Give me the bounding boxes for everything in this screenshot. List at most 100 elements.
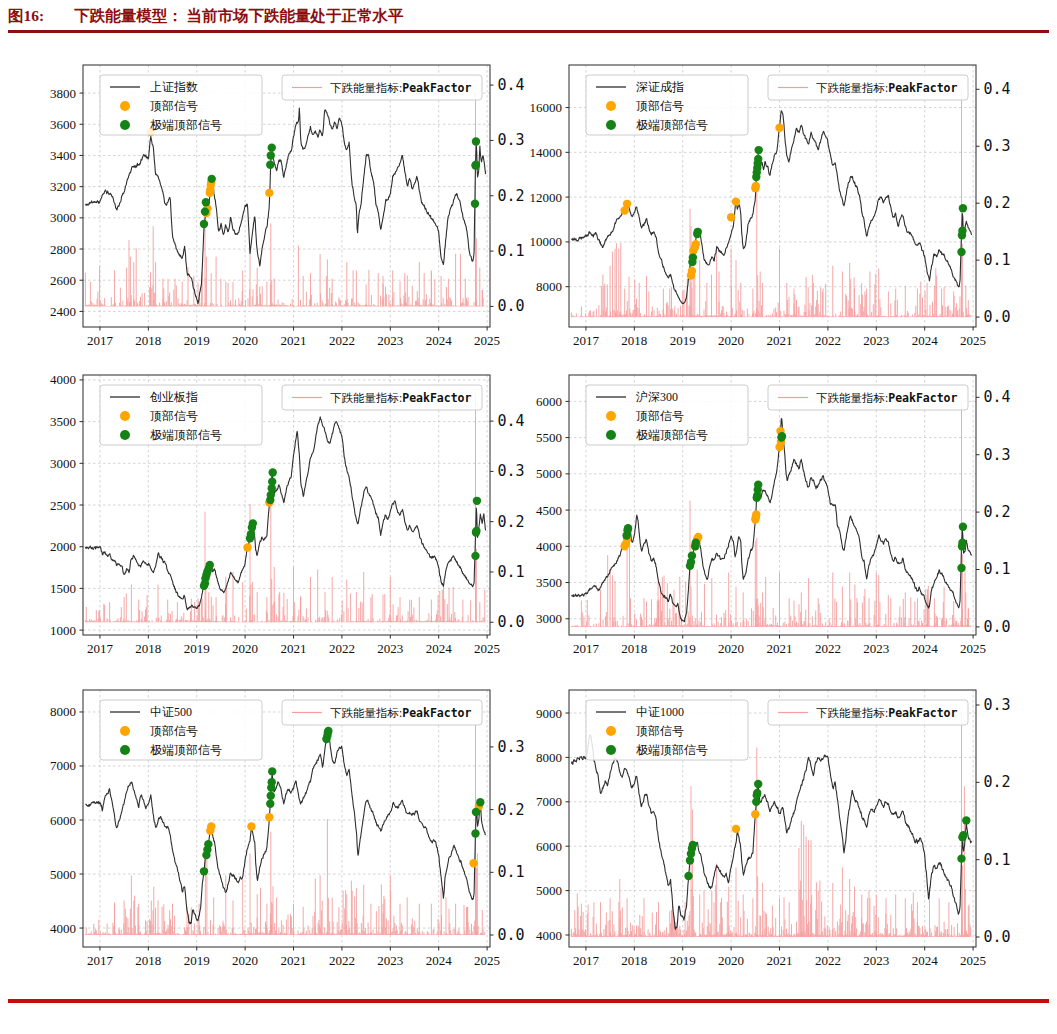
- svg-text:1500: 1500: [50, 581, 76, 596]
- svg-text:0.4: 0.4: [984, 80, 1011, 98]
- svg-text:下跌能量指标:PeakFactor: 下跌能量指标:PeakFactor: [330, 81, 472, 95]
- legend-left: 深证成指顶部信号极端顶部信号: [586, 75, 748, 135]
- svg-text:2025: 2025: [960, 641, 986, 656]
- svg-text:7000: 7000: [536, 794, 562, 809]
- svg-text:极端顶部信号: 极端顶部信号: [636, 118, 708, 132]
- chart-szcomp-svg: 8000100001200014000160002017201820192020…: [526, 60, 1031, 362]
- svg-text:创业板指: 创业板指: [149, 390, 198, 404]
- svg-text:极端顶部信号: 极端顶部信号: [150, 428, 222, 442]
- svg-text:0.2: 0.2: [984, 503, 1011, 521]
- svg-text:2023: 2023: [863, 641, 889, 656]
- svg-text:极端顶部信号: 极端顶部信号: [636, 743, 708, 757]
- svg-text:0.1: 0.1: [984, 851, 1011, 869]
- legend-left: 沪深300顶部信号极端顶部信号: [586, 385, 748, 445]
- chart-csi1000-svg: 4000500060007000800090002017201820192020…: [526, 685, 1031, 982]
- svg-text:5000: 5000: [536, 466, 562, 481]
- svg-text:3500: 3500: [536, 575, 562, 590]
- svg-text:2400: 2400: [50, 304, 76, 319]
- svg-text:3600: 3600: [50, 117, 76, 132]
- svg-text:0.1: 0.1: [984, 560, 1011, 578]
- svg-text:14000: 14000: [530, 145, 563, 160]
- svg-text:0.0: 0.0: [498, 297, 525, 315]
- svg-text:极端顶部信号: 极端顶部信号: [150, 118, 222, 132]
- legend-right: 下跌能量指标:PeakFactor: [282, 700, 482, 725]
- svg-text:2018: 2018: [135, 333, 161, 348]
- svg-text:2020: 2020: [232, 641, 258, 656]
- svg-text:2017: 2017: [573, 953, 600, 968]
- svg-text:2018: 2018: [135, 641, 161, 656]
- svg-text:2019: 2019: [670, 641, 696, 656]
- svg-text:4500: 4500: [536, 503, 562, 518]
- svg-text:4000: 4000: [536, 539, 562, 554]
- svg-text:0.3: 0.3: [984, 696, 1011, 714]
- svg-text:顶部信号: 顶部信号: [149, 409, 198, 423]
- svg-text:中证1000: 中证1000: [636, 705, 684, 719]
- svg-text:2022: 2022: [329, 641, 355, 656]
- svg-text:0.1: 0.1: [984, 251, 1011, 269]
- svg-text:0.2: 0.2: [498, 187, 525, 205]
- svg-text:2025: 2025: [474, 953, 500, 968]
- bottom-rule: [8, 999, 1049, 1003]
- svg-text:7000: 7000: [50, 758, 76, 773]
- svg-text:2018: 2018: [621, 641, 647, 656]
- chart-chinext: 1000150020002500300035004000201720182019…: [40, 370, 545, 674]
- svg-text:2024: 2024: [426, 641, 453, 656]
- svg-text:下跌能量指标:PeakFactor: 下跌能量指标:PeakFactor: [816, 391, 958, 405]
- svg-text:2017: 2017: [87, 333, 114, 348]
- svg-text:中证500: 中证500: [150, 705, 192, 719]
- top-rule: [8, 30, 1049, 33]
- svg-text:2020: 2020: [718, 641, 744, 656]
- svg-text:0.0: 0.0: [984, 928, 1011, 946]
- svg-text:2017: 2017: [573, 641, 600, 656]
- svg-text:极端顶部信号: 极端顶部信号: [636, 428, 708, 442]
- svg-text:顶部信号: 顶部信号: [149, 724, 198, 738]
- svg-text:2024: 2024: [912, 641, 939, 656]
- svg-text:0.4: 0.4: [498, 76, 525, 94]
- svg-text:8000: 8000: [50, 704, 76, 719]
- svg-text:2025: 2025: [474, 333, 500, 348]
- figure-caption: 图16:下跌能量模型： 当前市场下跌能量处于正常水平: [8, 6, 404, 27]
- svg-text:0.2: 0.2: [984, 773, 1011, 791]
- svg-text:2017: 2017: [573, 333, 600, 348]
- svg-text:2020: 2020: [718, 333, 744, 348]
- chart-csi500-svg: 4000500060007000800020172018201920202021…: [40, 685, 545, 982]
- svg-text:0.1: 0.1: [498, 563, 525, 581]
- svg-text:0.0: 0.0: [498, 613, 525, 631]
- svg-text:1000: 1000: [50, 623, 76, 638]
- svg-text:3000: 3000: [50, 210, 76, 225]
- legend-right: 下跌能量指标:PeakFactor: [768, 700, 968, 725]
- svg-text:2600: 2600: [50, 273, 76, 288]
- svg-text:2020: 2020: [232, 953, 258, 968]
- svg-text:2017: 2017: [87, 641, 114, 656]
- svg-text:2022: 2022: [815, 641, 841, 656]
- legend-left: 上证指数顶部信号极端顶部信号: [100, 75, 262, 135]
- svg-text:2021: 2021: [281, 333, 307, 348]
- legend-right: 下跌能量指标:PeakFactor: [768, 75, 968, 100]
- svg-text:0.0: 0.0: [984, 618, 1011, 636]
- svg-text:0.3: 0.3: [498, 131, 525, 149]
- svg-text:2020: 2020: [718, 953, 744, 968]
- svg-text:2023: 2023: [863, 333, 889, 348]
- svg-text:2023: 2023: [377, 333, 403, 348]
- svg-text:9000: 9000: [536, 706, 562, 721]
- svg-text:2025: 2025: [960, 953, 986, 968]
- svg-text:2019: 2019: [184, 641, 210, 656]
- svg-text:2021: 2021: [281, 641, 307, 656]
- svg-text:2020: 2020: [232, 333, 258, 348]
- svg-text:2025: 2025: [960, 333, 986, 348]
- svg-text:2800: 2800: [50, 242, 76, 257]
- svg-text:16000: 16000: [530, 100, 563, 115]
- svg-text:2019: 2019: [670, 953, 696, 968]
- svg-text:12000: 12000: [530, 190, 563, 205]
- svg-text:6000: 6000: [536, 394, 562, 409]
- svg-text:3000: 3000: [50, 456, 76, 471]
- svg-text:极端顶部信号: 极端顶部信号: [150, 743, 222, 757]
- svg-text:5000: 5000: [536, 883, 562, 898]
- svg-text:0.3: 0.3: [984, 137, 1011, 155]
- svg-text:3800: 3800: [50, 86, 76, 101]
- svg-text:2019: 2019: [184, 953, 210, 968]
- svg-text:2021: 2021: [767, 641, 793, 656]
- svg-text:4000: 4000: [50, 921, 76, 936]
- svg-text:8000: 8000: [536, 279, 562, 294]
- svg-text:3500: 3500: [50, 414, 76, 429]
